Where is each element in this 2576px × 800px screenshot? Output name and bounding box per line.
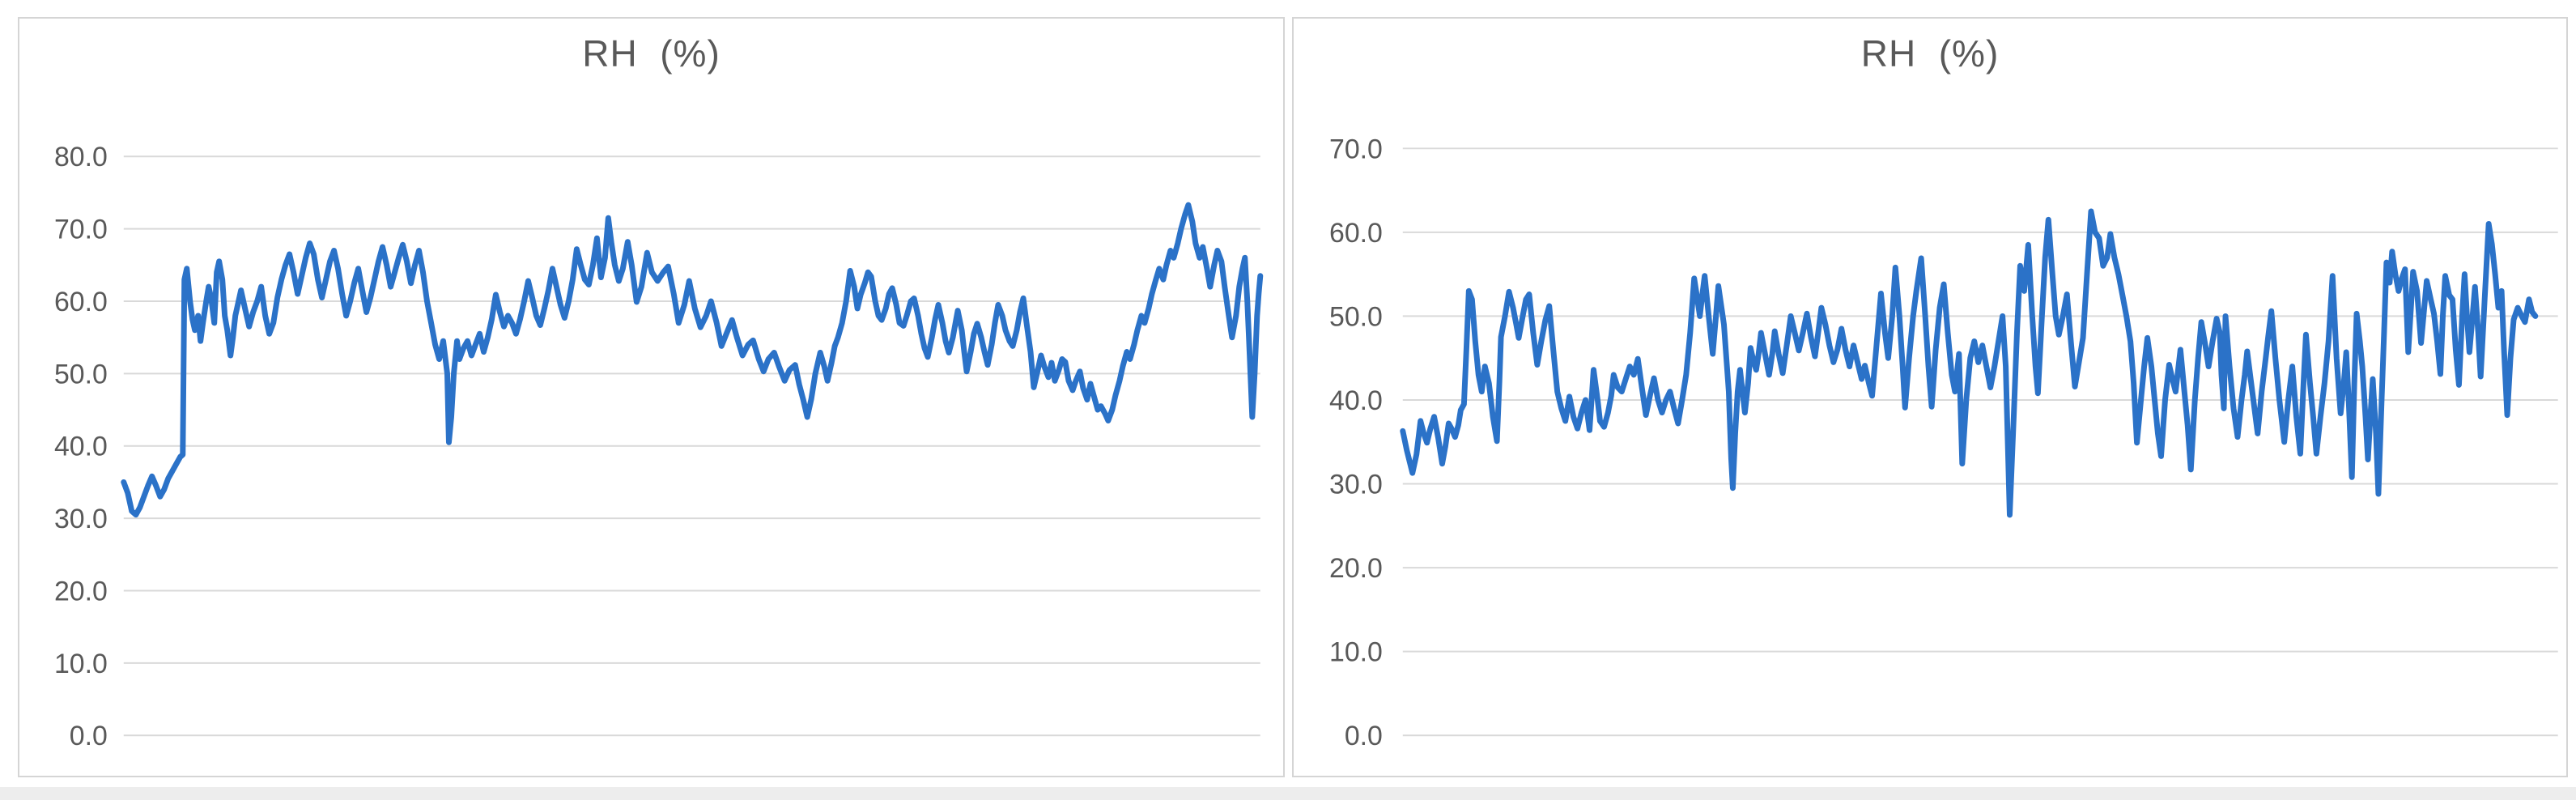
y-tick-label: 50.0	[54, 359, 108, 389]
chart-canvas-left: 80.0 70.0 60.0 50.0 40.0 30.0 20.0 10.0 0.0	[19, 19, 1283, 776]
y-tick-label: 60.0	[54, 287, 108, 317]
bottom-strip	[0, 787, 2576, 800]
y-tick-label: 80.0	[54, 142, 108, 172]
y-tick-label: 0.0	[70, 721, 108, 751]
chart-title-right: RH (%)	[1860, 32, 2000, 74]
chart-canvas-right: 70.0 60.0 50.0 40.0 30.0 20.0 10.0 0.0	[1294, 19, 2566, 776]
chart-panel-left: 80.0 70.0 60.0 50.0 40.0 30.0 20.0 10.0 0.0 RH (…	[18, 17, 1285, 777]
y-tick-label: 30.0	[54, 504, 108, 534]
rh-series-line	[121, 202, 1264, 518]
y-tick-label: 20.0	[54, 576, 108, 606]
chart-panel-right: 70.0 60.0 50.0 40.0 30.0 20.0 10.0 0.0 RH (%)	[1292, 17, 2568, 777]
y-tick-label: 40.0	[1329, 385, 1383, 416]
y-tick-label: 70.0	[1329, 134, 1383, 164]
y-tick-label: 50.0	[1329, 301, 1383, 332]
y-tick-label: 30.0	[1329, 469, 1383, 500]
y-tick-label: 20.0	[1329, 553, 1383, 584]
y-tick-label: 60.0	[1329, 218, 1383, 249]
rh-right-plot: 70.0 60.0 50.0 40.0 30.0 20.0 10.0 0.0	[1329, 134, 2558, 751]
chart-title-left: RH (%)	[582, 32, 721, 74]
y-tick-label: 70.0	[54, 215, 108, 245]
y-tick-label: 40.0	[54, 432, 108, 462]
y-tick-label: 10.0	[54, 649, 108, 679]
rh-series-line	[1400, 208, 2539, 518]
y-tick-label: 0.0	[1345, 721, 1383, 751]
y-tick-label: 10.0	[1329, 637, 1383, 668]
rh-left-plot: 80.0 70.0 60.0 50.0 40.0 30.0 20.0 10.0 0.0	[54, 142, 1264, 751]
